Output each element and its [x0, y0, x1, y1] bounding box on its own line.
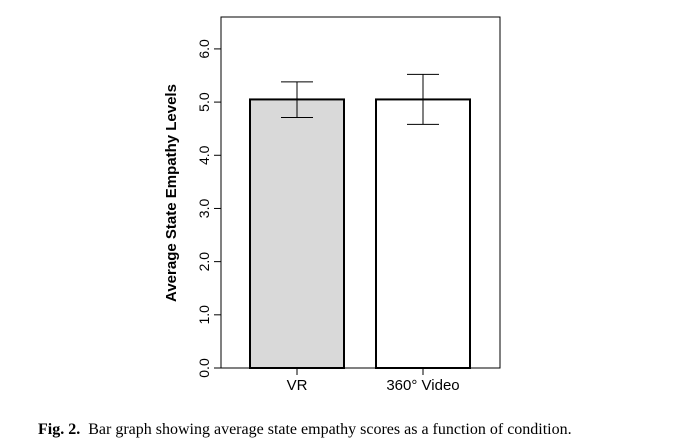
x-tick-label: 360° Video: [386, 377, 459, 394]
y-tick-label: 5.0: [196, 92, 212, 112]
y-axis-title: Average State Empathy Levels: [163, 84, 180, 302]
y-tick-label: 6.0: [196, 39, 212, 59]
figure-caption-text: Bar graph showing average state empathy …: [88, 421, 572, 438]
y-tick-label: 0.0: [196, 358, 212, 378]
y-tick-label: 2.0: [196, 252, 212, 272]
x-tick-label: VR: [287, 377, 308, 394]
y-tick-label: 4.0: [196, 145, 212, 165]
figure-caption: Fig. 2. Bar graph showing average state e…: [38, 421, 572, 439]
y-tick-label: 3.0: [196, 199, 212, 219]
y-axis-ticks: 0.0 1.0 2.0 3.0 4.0 5.0 6.0: [196, 39, 221, 378]
figure-label: Fig. 2.: [38, 421, 81, 438]
bar-2: [375, 98, 471, 369]
y-tick-label: 1.0: [196, 305, 212, 325]
bars-group: [249, 98, 471, 369]
bar-chart: 0.0 1.0 2.0 3.0 4.0 5.0 6.0 VR 360° Video Avera…: [163, 16, 501, 394]
bar-1: [249, 98, 345, 369]
error-bars-group: [281, 73, 439, 125]
x-axis-ticks: VR 360° Video: [287, 368, 460, 394]
